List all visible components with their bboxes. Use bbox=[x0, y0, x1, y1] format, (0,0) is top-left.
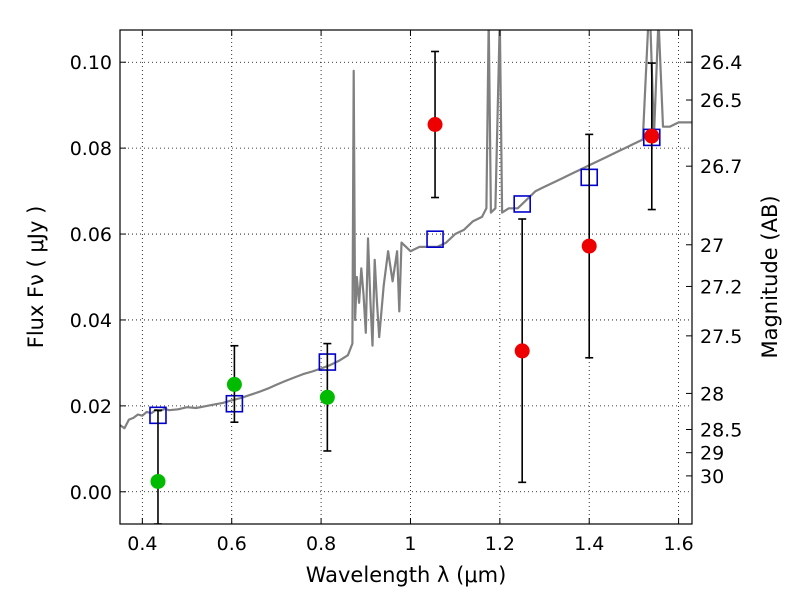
right-tick-label: 27.2 bbox=[700, 276, 742, 298]
x-tick-label: 0.8 bbox=[306, 533, 336, 555]
x-axis: 0.4 0.6 0.8 1 1.2 1.4 1.6 bbox=[127, 30, 694, 555]
right-tick-label: 27.5 bbox=[700, 326, 742, 348]
x-tick-label: 1.4 bbox=[574, 533, 604, 555]
spectrum-line bbox=[120, 30, 692, 430]
observed-point bbox=[226, 376, 242, 392]
right-tick-label: 30 bbox=[700, 466, 724, 488]
x-tick-label: 1.6 bbox=[663, 533, 693, 555]
plot-area bbox=[120, 30, 692, 524]
y-tick-label: 0.00 bbox=[70, 482, 112, 504]
y-axis-left: 0.00 0.02 0.04 0.06 0.08 0.10 bbox=[70, 52, 126, 504]
y-tick-label: 0.06 bbox=[70, 224, 112, 246]
x-tick-label: 1.2 bbox=[485, 533, 515, 555]
right-tick-label: 26.4 bbox=[700, 52, 742, 74]
right-tick-label: 26.7 bbox=[700, 156, 742, 178]
x-tick-label: 1 bbox=[404, 533, 416, 555]
observed-point bbox=[427, 117, 443, 133]
y-tick-label: 0.08 bbox=[70, 138, 112, 160]
right-tick-label: 28 bbox=[700, 383, 724, 405]
y-tick-label: 0.04 bbox=[70, 310, 112, 332]
right-tick-label: 28.5 bbox=[700, 419, 742, 441]
right-tick-label: 26.5 bbox=[700, 90, 742, 112]
model-photometry-square bbox=[426, 230, 444, 248]
y-axis-label: Flux Fν ( μJy ) bbox=[24, 206, 48, 349]
right-tick-label: 27 bbox=[700, 235, 724, 257]
x-tick-label: 0.6 bbox=[217, 533, 247, 555]
observed-point bbox=[514, 343, 530, 359]
model-photometry-square bbox=[513, 195, 531, 213]
right-tick-label: 29 bbox=[700, 443, 724, 465]
x-tick-label: 0.4 bbox=[127, 533, 157, 555]
grid bbox=[120, 30, 692, 524]
plot-frame bbox=[119, 29, 693, 525]
y-axis-right-label: Magnitude (AB) bbox=[758, 195, 782, 358]
y-tick-label: 0.02 bbox=[70, 396, 112, 418]
x-axis-label: Wavelength λ (μm) bbox=[306, 563, 507, 587]
observed-point bbox=[319, 389, 335, 405]
observed-point bbox=[644, 128, 660, 144]
y-tick-label: 0.10 bbox=[70, 52, 112, 74]
observed-point bbox=[150, 473, 166, 489]
observed-point bbox=[581, 238, 597, 254]
